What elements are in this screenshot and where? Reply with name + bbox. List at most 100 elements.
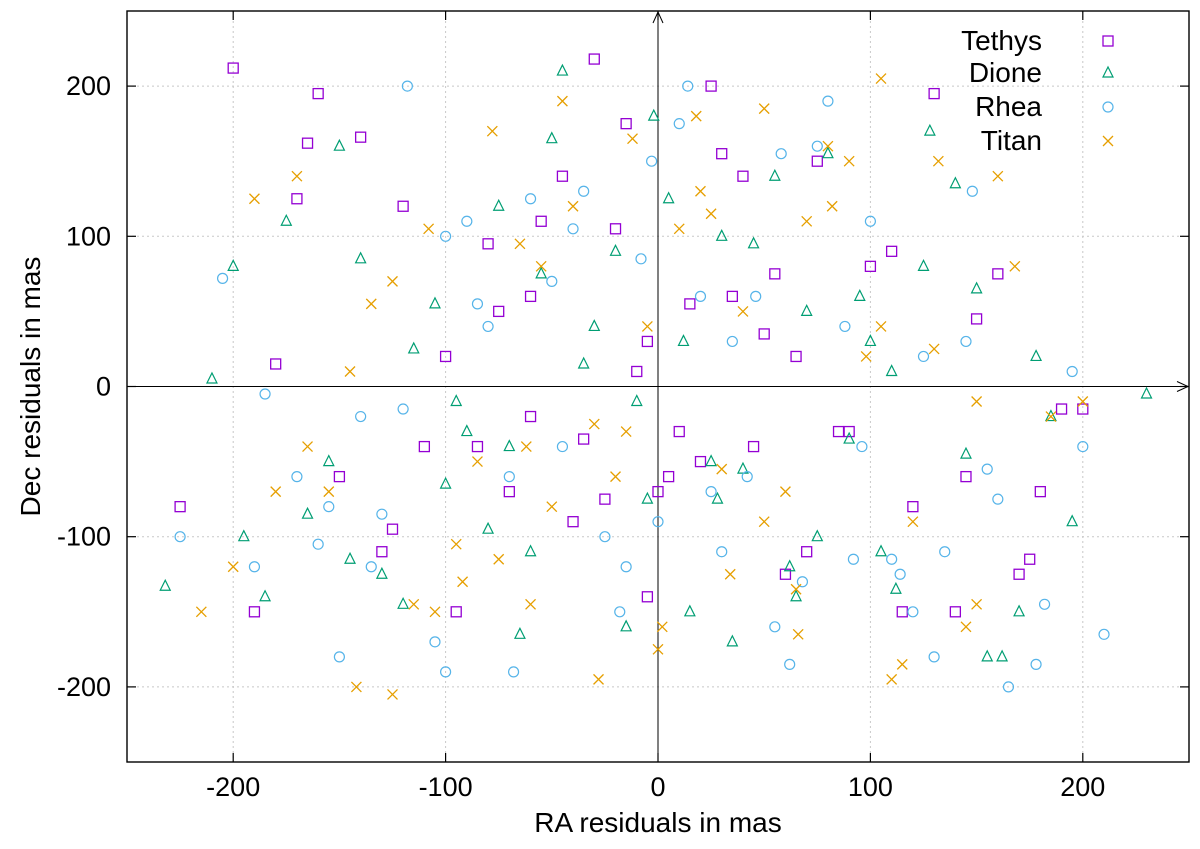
y-tick-label: 200	[66, 71, 111, 101]
dione-point	[889, 581, 902, 594]
dione-point	[397, 596, 410, 609]
legend-marker-rhea	[1102, 101, 1114, 113]
titan-point	[387, 688, 398, 700]
titan-point	[195, 606, 207, 618]
tethys-point	[631, 365, 643, 378]
tethys-point	[949, 606, 962, 618]
titan-point	[248, 193, 260, 205]
titan-point	[525, 598, 537, 610]
rhea-point	[796, 576, 809, 588]
titan-point	[291, 170, 303, 182]
rhea-point	[856, 440, 868, 453]
rhea-point	[614, 606, 626, 618]
series-tethys	[174, 53, 1089, 618]
rhea-point	[652, 516, 664, 528]
x-axis-label: RA residuals in mas	[534, 807, 781, 838]
tethys-point	[662, 470, 675, 483]
tethys-point	[397, 200, 409, 212]
rhea-point	[174, 531, 186, 543]
rhea-point	[981, 463, 993, 475]
tethys-point	[811, 155, 823, 167]
tethys-point	[896, 606, 908, 618]
rhea-point	[524, 193, 537, 205]
tethys-point	[312, 87, 324, 100]
titan-point	[886, 673, 898, 685]
tethys-point	[524, 410, 537, 423]
tethys-point	[652, 485, 664, 498]
tethys-point	[1013, 568, 1025, 580]
rhea-point	[397, 403, 409, 415]
rhea-point	[248, 561, 261, 573]
rhea-point	[864, 215, 877, 227]
tethys-point	[418, 440, 431, 453]
dione-point	[1140, 386, 1153, 399]
dione-point	[843, 431, 856, 444]
dione-point	[747, 236, 760, 249]
dione-point	[503, 439, 516, 452]
dione-point	[711, 491, 724, 504]
titan-point	[1077, 396, 1089, 407]
rhea-point	[705, 486, 717, 498]
dione-point	[705, 454, 718, 467]
dione-point	[783, 559, 796, 572]
y-axis-label: Dec residuals in mas	[15, 257, 46, 517]
titan-point	[860, 351, 872, 362]
rhea-point	[291, 471, 303, 483]
rhea-point	[992, 493, 1004, 505]
rhea-point	[429, 636, 441, 648]
titan-point	[758, 516, 770, 528]
tethys-point	[493, 305, 505, 318]
series-rhea	[174, 80, 1110, 693]
titan-point	[724, 568, 736, 580]
rhea-point	[966, 185, 978, 197]
dione-point	[460, 424, 473, 437]
tethys-point	[599, 493, 611, 505]
tethys-point	[694, 455, 707, 468]
titan-point	[673, 223, 685, 235]
titan-point	[344, 366, 356, 377]
titan-point	[302, 441, 313, 453]
dione-point	[683, 604, 696, 617]
titan-point	[695, 185, 706, 197]
dione-point	[960, 446, 972, 459]
tethys-point	[609, 223, 622, 235]
titan-point	[1045, 411, 1057, 422]
titan-point	[593, 673, 604, 685]
titan-point	[610, 471, 621, 483]
titan-point	[690, 110, 702, 122]
dione-point	[677, 334, 690, 347]
legend-label-tethys: Tethys	[961, 25, 1042, 56]
tethys-point	[450, 606, 462, 618]
titan-point	[971, 396, 983, 407]
rhea-point	[673, 118, 685, 130]
tethys-point	[641, 591, 654, 603]
tethys-point	[864, 260, 877, 272]
dione-point	[344, 551, 356, 564]
titan-point	[1009, 260, 1021, 272]
titan-point	[928, 343, 940, 355]
rhea-point	[461, 215, 473, 227]
titan-point	[875, 320, 887, 332]
tethys-point	[992, 268, 1004, 280]
rhea-point	[1098, 628, 1110, 640]
titan-point	[556, 95, 568, 107]
zero-axes	[127, 10, 1190, 762]
rhea-point	[1030, 658, 1042, 670]
tethys-point	[960, 470, 972, 483]
dione-point	[620, 619, 633, 632]
titan-point	[387, 275, 398, 287]
tethys-point	[726, 290, 738, 303]
tethys-point	[471, 440, 484, 453]
rhea-point	[401, 80, 413, 92]
rhea-point	[716, 546, 728, 558]
dione-point	[439, 476, 452, 489]
dione-point	[821, 146, 834, 159]
dione-point	[641, 491, 654, 504]
tethys-point	[535, 215, 547, 227]
titan-point	[792, 628, 804, 640]
tethys-point	[747, 440, 760, 453]
titan-point	[875, 73, 887, 85]
rhea-point	[750, 290, 762, 302]
rhea-point	[784, 658, 796, 670]
